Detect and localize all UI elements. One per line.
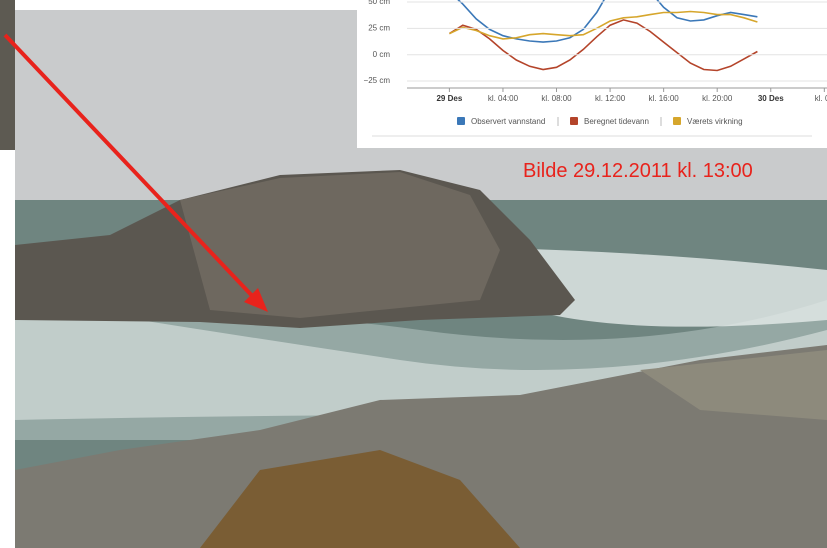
y-tick-label: 0 cm [373, 50, 391, 59]
legend-swatch [673, 117, 681, 125]
y-tick-label: −25 cm [364, 76, 391, 85]
legend-label: Værets virkning [687, 117, 743, 126]
series-line [449, 0, 757, 42]
legend-swatch [457, 117, 465, 125]
caption: Bilde 29.12.2011 kl. 13:00 [523, 160, 753, 183]
x-tick-label: kl. 12:00 [595, 94, 626, 103]
x-tick-label: kl. 08:00 [541, 94, 572, 103]
x-tick-label: kl. 16:00 [649, 94, 680, 103]
y-tick-label: 25 cm [368, 23, 390, 32]
page: {"caption": "Bilde 29.12.2011 kl. 13:00"… [0, 0, 827, 548]
x-tick-label: 30 Des [758, 94, 784, 103]
legend-label: Beregnet tidevann [584, 117, 649, 126]
legend-label: Observert vannstand [471, 117, 545, 126]
x-tick-label: 29 Des [436, 94, 462, 103]
chart-inset: 50 cm 25 cm 0 cm −25 cm 29 Des kl. 04:00 kl. 0… [357, 0, 827, 148]
rock-face [180, 172, 500, 318]
x-tick-label: kl. 04:00 [488, 94, 519, 103]
x-tick-label: kl. 20:00 [702, 94, 733, 103]
y-tick-label: 50 cm [368, 0, 390, 6]
series-line [449, 12, 757, 39]
x-tick-label: kl. 04 [815, 94, 827, 103]
plot-area [449, 0, 757, 70]
series-line [449, 20, 757, 71]
photo-fragment [0, 0, 15, 150]
legend-swatch [570, 117, 578, 125]
